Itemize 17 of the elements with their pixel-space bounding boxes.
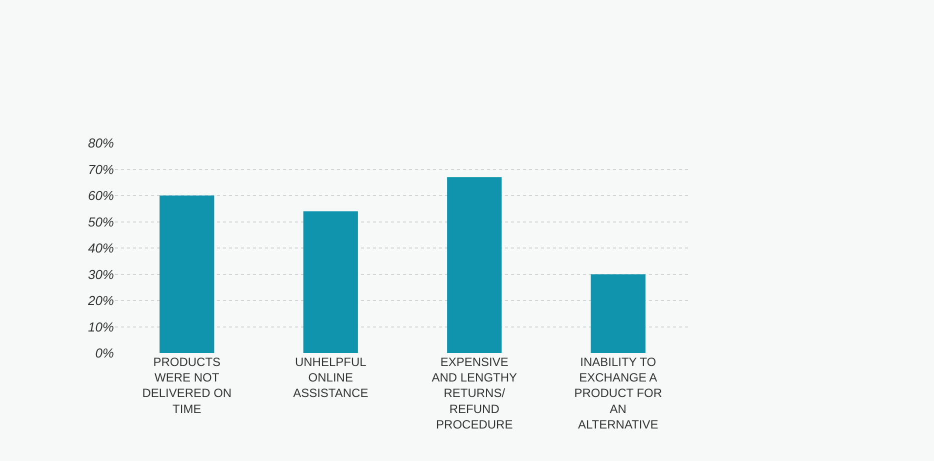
y-tick-label: 80% [88, 136, 114, 151]
y-tick-label: 40% [88, 240, 114, 256]
bar [303, 211, 358, 353]
y-tick-label: 20% [86, 293, 114, 308]
y-tick-label: 30% [88, 266, 114, 282]
x-tick-label: EXPENSIVE AND LENGTHY RETURNS/ REFUND PROCEDURE [432, 355, 518, 432]
y-tick-label: 0% [95, 346, 114, 361]
y-tick-label: 10% [88, 319, 114, 334]
bar [447, 177, 502, 353]
y-tick-label: 60% [88, 188, 114, 204]
x-tick-label: UNHELPFUL ONLINE ASSISTANCE [293, 355, 368, 400]
bar [590, 274, 646, 353]
bar [160, 196, 214, 353]
x-tick-label: INABILITY TO EXCHANGE A PRODUCT FOR AN ALTERNATIVE [574, 355, 662, 432]
x-tick-label: PRODUCTS WERE NOT DELIVERED ON TIME [142, 355, 232, 416]
y-tick-label: 50% [88, 214, 114, 230]
y-tick-label: 70% [88, 162, 114, 177]
